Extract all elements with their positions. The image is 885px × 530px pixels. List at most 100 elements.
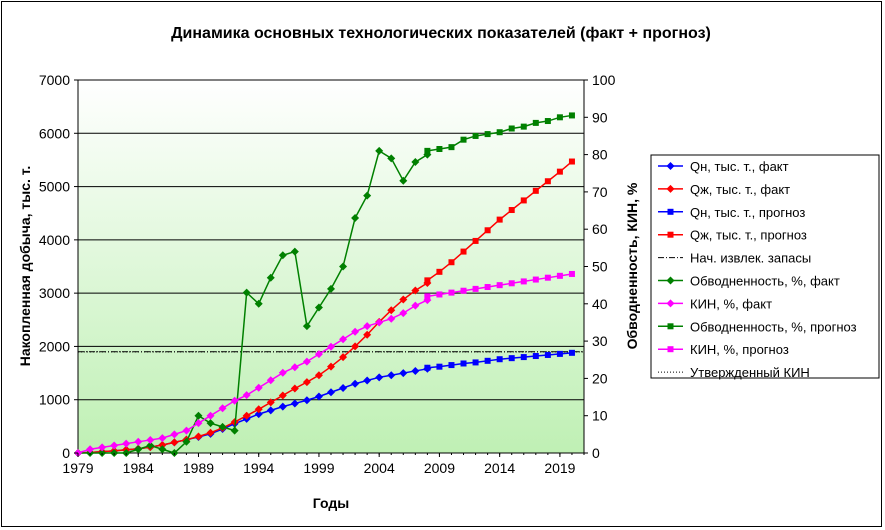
data-point [230, 426, 239, 435]
legend-item: КИН, %, факт [658, 296, 772, 311]
y-axis-left-label: Накопленная добыча, тыс. т. [17, 166, 33, 367]
data-point [448, 144, 455, 151]
data-point [134, 437, 143, 446]
data-point [194, 432, 203, 441]
data-point [496, 129, 503, 136]
data-point [194, 411, 203, 420]
data-point [254, 405, 263, 414]
data-point [327, 284, 335, 293]
data-point [242, 288, 251, 297]
data-point [327, 362, 335, 371]
y-right-tick-label: 80 [592, 147, 608, 163]
data-point [302, 378, 311, 387]
data-point [387, 306, 396, 315]
data-point [399, 295, 408, 304]
data-point [448, 289, 455, 296]
data-point [411, 158, 420, 167]
data-point [667, 231, 674, 238]
data-point [520, 123, 527, 130]
data-point [314, 303, 323, 312]
data-point [375, 373, 384, 382]
legend-label: Qн, тыс. т., прогноз [690, 205, 805, 220]
data-point [520, 197, 527, 204]
data-point [110, 441, 119, 450]
data-point [170, 430, 179, 439]
x-tick-label: 1994 [243, 460, 274, 476]
data-point [544, 118, 551, 125]
x-tick-label: 1989 [183, 460, 214, 476]
legend-label: Qж, тыс. т., факт [690, 182, 790, 197]
legend-label: Qж, тыс. т., прогноз [690, 228, 807, 243]
data-point [424, 277, 431, 284]
data-point [667, 208, 674, 215]
data-point [520, 354, 527, 361]
legend-label: Нач. извлек. запасы [690, 251, 811, 266]
legend: Qн, тыс. т., факт Qж, тыс. т., факт Qн, ты… [650, 154, 880, 380]
data-point [556, 114, 563, 121]
legend-item: Утвержденный КИН [658, 365, 810, 380]
y-right-tick-label: 70 [592, 184, 608, 200]
legend-label: Обводненность, %, прогноз [690, 319, 857, 334]
data-point [556, 168, 563, 175]
data-point [508, 125, 515, 132]
x-tick-label: 2004 [364, 460, 395, 476]
data-point [532, 187, 539, 194]
data-point [436, 146, 443, 153]
data-point [532, 276, 539, 283]
data-point [666, 299, 675, 308]
y-left-tick-label: 6000 [39, 125, 70, 141]
data-point [302, 357, 311, 366]
data-point [544, 178, 551, 185]
tick-labels: 0 1000 2000 3000 4000 5000 6000 7000 0 10 20 30 40 50… [39, 72, 616, 476]
y-right-tick-label: 100 [592, 72, 616, 88]
x-axis-label: Годы [313, 495, 349, 511]
data-point [496, 282, 503, 289]
data-point [86, 445, 95, 454]
data-point [666, 184, 675, 193]
data-point [290, 363, 299, 372]
data-point [290, 384, 299, 393]
data-point [158, 445, 167, 454]
data-point [278, 391, 287, 400]
data-point [448, 259, 455, 266]
data-point [472, 132, 479, 139]
data-point [568, 270, 575, 277]
data-point [351, 342, 360, 351]
data-point [278, 368, 287, 377]
data-point [327, 342, 335, 351]
data-point [351, 379, 360, 388]
legend-box [650, 154, 880, 379]
data-point [460, 136, 467, 143]
series-group [74, 112, 575, 457]
data-point [266, 406, 275, 415]
data-point [351, 214, 360, 223]
data-point [363, 376, 372, 385]
data-point [339, 262, 348, 271]
x-tick-label: 2009 [424, 460, 455, 476]
data-point [314, 350, 323, 359]
y-right-tick-label: 60 [592, 221, 608, 237]
series-group-item [74, 146, 432, 457]
data-point [218, 404, 227, 413]
data-point [472, 237, 479, 244]
chart-title: Динамика основных технологических показа… [171, 25, 711, 42]
data-point [182, 426, 191, 435]
data-point [399, 309, 408, 318]
data-point [460, 248, 467, 255]
y-right-tick-label: 10 [592, 408, 608, 424]
data-point [146, 435, 155, 444]
data-point [290, 247, 299, 256]
data-point [363, 322, 372, 331]
series-group-item [74, 296, 432, 457]
legend-item: Qж, тыс. т., прогноз [658, 228, 807, 243]
legend-label: КИН, %, факт [690, 296, 772, 311]
data-point [532, 119, 539, 126]
x-tick-label: 1979 [62, 460, 93, 476]
data-point [339, 383, 348, 392]
series-group-item [424, 112, 575, 154]
data-point [399, 369, 408, 378]
data-point [254, 299, 263, 308]
data-point [266, 398, 275, 407]
data-point [508, 207, 515, 214]
